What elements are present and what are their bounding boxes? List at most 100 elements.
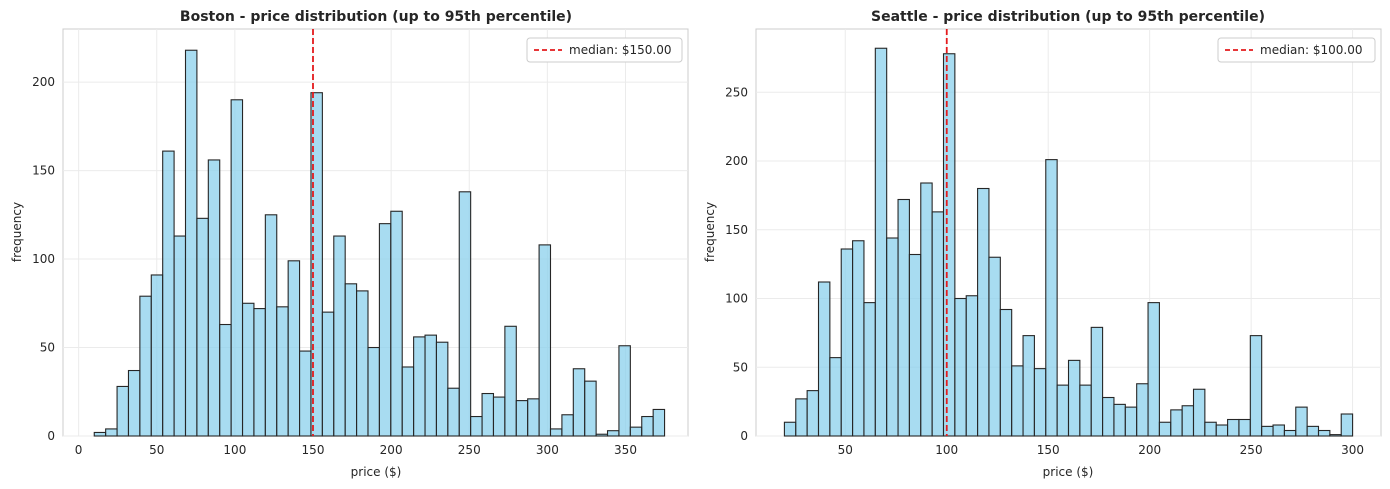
boston-histogram-bar <box>390 210 403 437</box>
seattle-y-tick-label: 200 <box>725 154 748 168</box>
seattle-histogram-bar <box>1317 429 1331 437</box>
seattle-x-tick-label: 300 <box>1341 443 1364 457</box>
boston-y-tick-label: 200 <box>32 75 55 89</box>
boston-histogram-bar <box>378 223 392 437</box>
seattle-histogram-bar <box>931 211 945 437</box>
boston-histogram-bar <box>561 414 574 437</box>
seattle-y-ticks: 0 50 100 150 200 250 <box>725 85 748 443</box>
seattle-histogram-bar <box>1067 359 1081 437</box>
seattle-histogram-bar <box>1249 335 1263 437</box>
seattle-histogram-bar <box>1011 365 1024 437</box>
seattle-histogram-bar <box>886 237 899 437</box>
boston-histogram-bar <box>356 290 369 437</box>
boston-histogram-bar <box>299 350 312 437</box>
seattle-histogram-bar <box>1306 425 1320 437</box>
boston-y-ticks: 0 50 100 150 200 <box>32 75 55 443</box>
boston-x-ticks: 0 50 100 150 200 250 300 350 <box>75 443 637 457</box>
boston-histogram-bar <box>401 366 415 437</box>
boston-histogram-bar <box>310 92 323 437</box>
seattle-histogram-bar <box>783 421 797 437</box>
seattle-x-tick-label: 250 <box>1240 443 1263 457</box>
seattle-y-tick-label: 100 <box>725 292 748 306</box>
boston-histogram-bar <box>230 99 244 437</box>
seattle-histogram-bar <box>863 302 876 437</box>
seattle-y-tick-label: 0 <box>740 429 748 443</box>
seattle-histogram-bar <box>1272 424 1285 437</box>
seattle-histogram-bar <box>1340 413 1354 437</box>
seattle-histogram-bar <box>1113 403 1126 437</box>
boston-x-tick-label: 100 <box>223 443 246 457</box>
seattle-histogram-bar <box>965 295 979 437</box>
seattle-histogram-bar <box>1022 335 1035 437</box>
seattle-histogram-bar <box>840 248 854 437</box>
boston-histogram-bar <box>538 244 552 437</box>
boston-y-tick-label: 100 <box>32 252 55 266</box>
seattle-histogram-bar <box>1147 302 1160 437</box>
boston-x-tick-label: 250 <box>458 443 481 457</box>
boston-histogram-bar <box>629 426 643 437</box>
boston-histogram-bar <box>264 214 278 437</box>
boston-histogram-bar <box>344 283 358 437</box>
boston-histogram-bar <box>196 217 209 437</box>
seattle-histogram-bar <box>1204 421 1217 437</box>
boston-histogram-bar <box>253 308 266 437</box>
seattle-histogram-bar <box>1079 384 1092 437</box>
boston-histogram-bar <box>504 325 517 437</box>
seattle-bars <box>783 47 1354 437</box>
boston-histogram-bar <box>105 428 118 437</box>
seattle-histogram-bar <box>954 297 967 437</box>
seattle-histogram-bar <box>1192 388 1206 437</box>
seattle-histogram-bar <box>1102 396 1115 437</box>
seattle-histogram-bar <box>1261 425 1274 437</box>
boston-y-tick-label: 0 <box>47 429 55 443</box>
seattle-y-axis-label: frequency <box>703 202 717 262</box>
boston-histogram-bar <box>150 274 164 437</box>
seattle-histogram-bar <box>1215 424 1229 437</box>
seattle-histogram-bar <box>1056 384 1070 437</box>
seattle-x-ticks: 50 100 150 200 250 300 <box>838 443 1364 457</box>
boston-histogram-bar <box>413 336 426 437</box>
seattle-legend: median: $100.00 <box>1217 37 1376 63</box>
boston-x-tick-label: 0 <box>75 443 83 457</box>
boston-histogram-bar <box>549 428 563 437</box>
seattle-histogram-bar <box>897 198 910 437</box>
seattle-histogram-bar <box>1295 406 1308 437</box>
boston-histogram-bar <box>618 345 631 437</box>
seattle-histogram-bar <box>829 357 842 437</box>
seattle-histogram-bar <box>999 308 1013 437</box>
seattle-histogram-bar <box>817 281 831 437</box>
boston-histogram-bar <box>127 369 141 437</box>
boston-histogram-bar <box>241 302 255 437</box>
seattle-histogram-bar <box>795 398 808 437</box>
seattle-histogram-bar <box>852 240 865 437</box>
boston-legend-box <box>526 37 683 63</box>
boston-histogram-bar <box>492 396 506 437</box>
seattle-histogram-bar <box>977 187 990 437</box>
boston-chart-title: Boston - price distribution (up to 95th … <box>180 9 572 25</box>
seattle-x-tick-label: 100 <box>935 443 958 457</box>
boston-y-tick-label: 50 <box>40 341 55 355</box>
boston-histogram-bar <box>162 150 175 437</box>
boston-histogram-bar <box>458 191 472 437</box>
seattle-legend-label: median: $100.00 <box>1260 43 1362 57</box>
boston-legend-label: median: $150.00 <box>569 43 671 57</box>
seattle-chart: 50 100 150 200 250 300 0 50 100 150 200 250 Seattl… <box>703 9 1382 479</box>
seattle-y-tick-label: 150 <box>725 223 748 237</box>
seattle-x-tick-label: 200 <box>1138 443 1161 457</box>
boston-histogram-bar <box>652 408 666 437</box>
boston-histogram-bar <box>515 400 529 437</box>
boston-histogram-bar <box>184 49 198 437</box>
boston-histogram-bar <box>116 385 130 437</box>
boston-chart: 0 50 100 150 200 250 300 350 0 50 100 150 200 Bosto… <box>10 9 689 479</box>
boston-bars <box>93 49 666 437</box>
boston-y-tick-label: 150 <box>32 164 55 178</box>
boston-histogram-bar <box>93 431 107 437</box>
seattle-chart-title: Seattle - price distribution (up to 95th… <box>871 9 1265 25</box>
seattle-histogram-bar <box>1158 421 1172 437</box>
seattle-histogram-bar <box>1136 383 1149 437</box>
seattle-histogram-bar <box>1329 434 1342 437</box>
seattle-histogram-bar <box>988 256 1001 437</box>
boston-histogram-bar <box>606 430 620 437</box>
boston-histogram-bar <box>173 235 187 437</box>
seattle-histogram-bar <box>1227 418 1240 437</box>
